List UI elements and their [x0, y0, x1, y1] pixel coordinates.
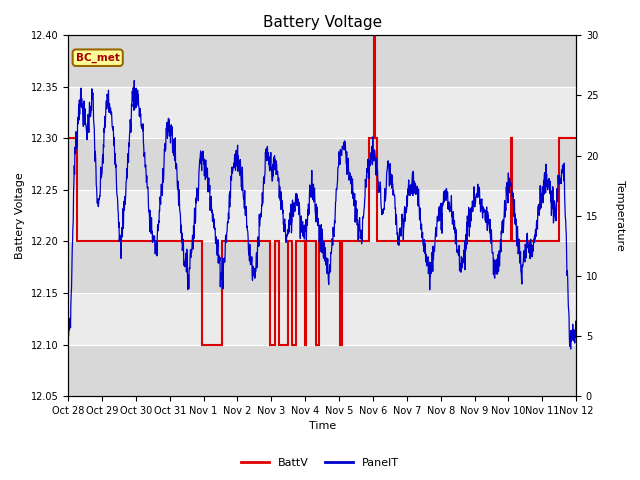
X-axis label: Time: Time	[308, 421, 336, 432]
Legend: BattV, PanelT: BattV, PanelT	[237, 453, 403, 472]
Bar	[68, 190, 576, 241]
Text: BC_met: BC_met	[76, 53, 120, 63]
Bar	[68, 241, 576, 293]
Bar	[68, 36, 576, 87]
Y-axis label: Temperature: Temperature	[615, 180, 625, 251]
Y-axis label: Battery Voltage: Battery Voltage	[15, 172, 25, 259]
Title: Battery Voltage: Battery Voltage	[262, 15, 381, 30]
Bar	[68, 293, 576, 345]
Bar	[68, 345, 576, 396]
Bar	[68, 138, 576, 190]
Bar	[68, 87, 576, 138]
